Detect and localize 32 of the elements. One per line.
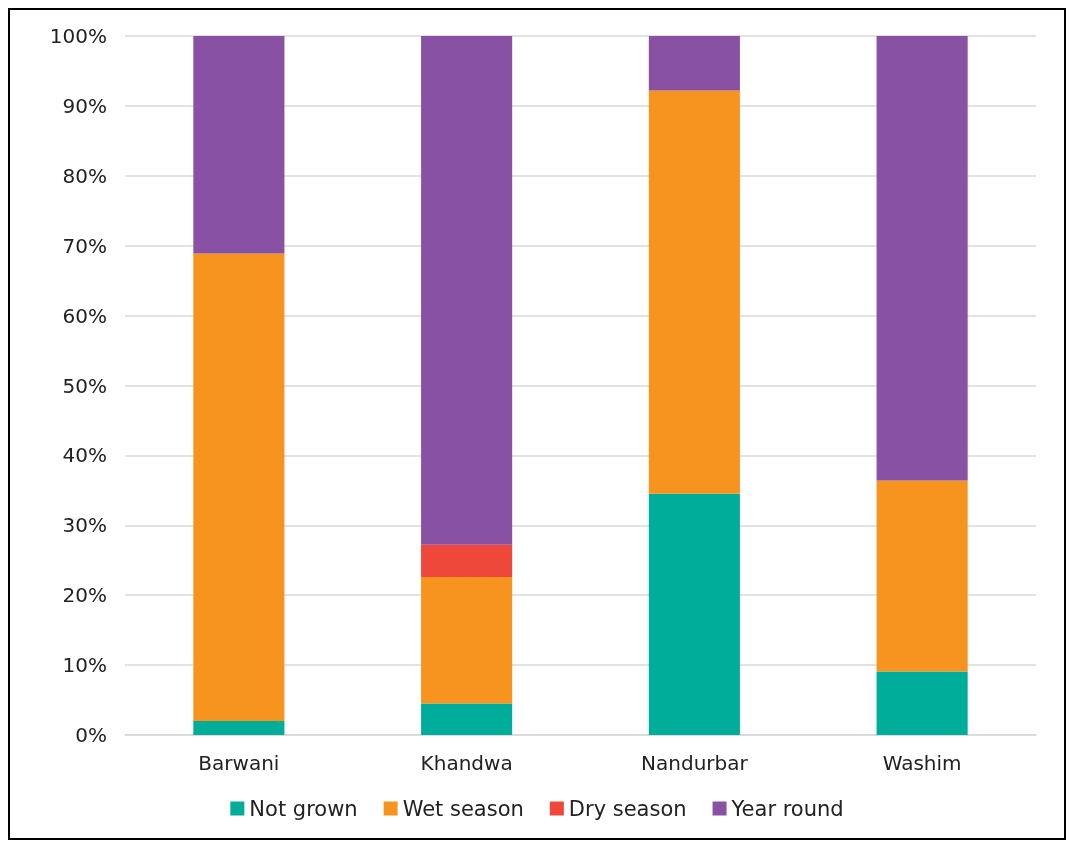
legend-label: Not grown	[249, 796, 358, 821]
bar	[193, 721, 285, 735]
bar	[421, 36, 513, 545]
bar	[193, 36, 285, 254]
bar	[876, 671, 968, 735]
bar	[648, 36, 740, 91]
x-tick-label: Nandurbar	[641, 751, 749, 775]
bar	[648, 90, 740, 494]
bar	[876, 36, 968, 481]
x-tick-label: Khandwa	[420, 751, 513, 775]
y-tick-label: 0%	[75, 723, 107, 747]
y-tick-label: 10%	[62, 653, 107, 678]
y-tick-label: 40%	[62, 443, 107, 468]
bar	[421, 577, 513, 704]
y-tick-label: 50%	[62, 373, 107, 398]
y-tick-label: 80%	[62, 163, 107, 188]
bar	[193, 253, 285, 722]
y-tick-label: 70%	[62, 233, 107, 258]
bar	[421, 703, 513, 735]
y-tick-label: 20%	[62, 583, 107, 608]
legend-label: Year round	[730, 796, 844, 821]
y-tick-label: 90%	[62, 93, 107, 118]
legend-label: Wet season	[402, 796, 524, 821]
x-tick-label: Washim	[882, 751, 962, 775]
bar	[876, 480, 968, 672]
bar	[421, 544, 513, 578]
legend-label: Dry season	[568, 796, 687, 821]
bar	[648, 493, 740, 735]
y-tick-label: 30%	[62, 513, 107, 538]
y-tick-label: 60%	[62, 303, 107, 328]
y-tick-label: 100%	[49, 24, 107, 48]
x-tick-label: Barwani	[198, 751, 280, 775]
